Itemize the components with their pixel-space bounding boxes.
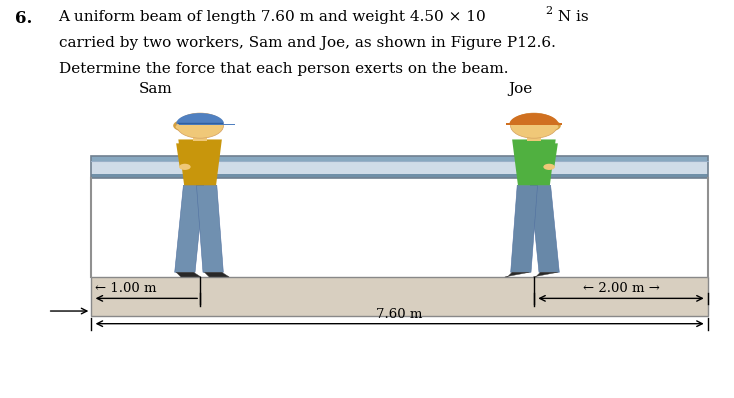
Text: A uniform beam of length 7.60 m and weight 4.50 × 10: A uniform beam of length 7.60 m and weig…	[59, 10, 487, 24]
Text: carried by two workers, Sam and Joe, as shown in Figure P12.6.: carried by two workers, Sam and Joe, as …	[59, 36, 556, 50]
Bar	[91, 161, 708, 174]
Text: 2: 2	[545, 6, 552, 16]
Polygon shape	[512, 139, 556, 185]
Polygon shape	[176, 272, 201, 277]
Bar	[527, 134, 541, 141]
Text: ← 1.00 m: ← 1.00 m	[95, 282, 156, 295]
Polygon shape	[176, 113, 224, 124]
Bar	[91, 277, 708, 316]
Circle shape	[179, 164, 191, 170]
Text: Determine the force that each person exerts on the beam.: Determine the force that each person exe…	[59, 62, 508, 76]
Circle shape	[543, 164, 555, 170]
Circle shape	[177, 113, 224, 138]
Polygon shape	[509, 113, 559, 125]
Text: 7.60 m: 7.60 m	[377, 308, 423, 320]
Polygon shape	[179, 124, 235, 125]
Circle shape	[510, 113, 557, 138]
Text: Sam: Sam	[139, 82, 172, 96]
Text: ← 2.00 m →: ← 2.00 m →	[583, 282, 659, 295]
Polygon shape	[511, 185, 537, 272]
Bar	[506, 123, 562, 125]
Text: 6.: 6.	[15, 10, 32, 27]
Bar	[91, 156, 708, 161]
Polygon shape	[176, 143, 194, 167]
Polygon shape	[540, 143, 558, 167]
Circle shape	[173, 120, 195, 131]
Polygon shape	[533, 272, 558, 277]
Text: Joe: Joe	[509, 82, 533, 96]
Polygon shape	[505, 272, 529, 277]
Polygon shape	[205, 272, 229, 277]
Circle shape	[175, 125, 185, 129]
Bar	[91, 156, 708, 178]
Circle shape	[549, 125, 559, 129]
Polygon shape	[175, 185, 204, 272]
Polygon shape	[530, 185, 559, 272]
Polygon shape	[197, 185, 223, 272]
Bar	[193, 134, 207, 141]
Text: N is: N is	[553, 10, 589, 24]
Bar	[91, 174, 708, 178]
Polygon shape	[178, 139, 222, 185]
Circle shape	[539, 120, 561, 131]
